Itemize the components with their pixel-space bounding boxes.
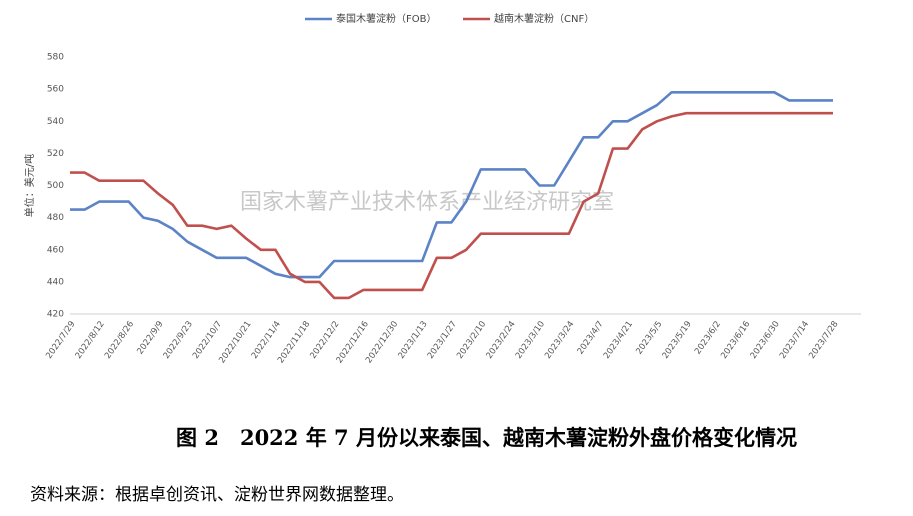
y-tick-label: 540 [47,117,64,127]
y-axis-label: 单位：美元/吨 [23,154,36,217]
source: 资料来源：根据卓创资讯、淀粉世界网数据整理。 [30,485,404,505]
x-tick-label: 2023/3/24 [543,319,576,360]
y-tick-label: 560 [47,85,64,95]
x-tick-label: 2023/7/28 [807,319,840,360]
x-tick-label: 2022/12/2 [308,319,341,360]
x-tick-label: 2023/2/24 [485,319,518,360]
x-tick-label: 2023/2/10 [455,319,488,360]
y-tick-label: 440 [47,277,64,287]
x-tick-label: 2023/4/21 [602,319,635,360]
x-tick-label: 2022/9/23 [162,319,195,360]
legend-label: 越南木薯淀粉（CNF） [494,12,594,25]
x-tick-label: 2022/11/4 [250,319,283,360]
y-tick-label: 500 [47,181,64,191]
x-tick-label: 2023/5/19 [661,319,694,360]
y-tick-label: 460 [47,245,64,255]
y-tick-label: 580 [47,53,64,63]
series-line [70,91,833,279]
y-tick-label: 480 [47,213,64,223]
legend-label: 泰国木薯淀粉（FOB） [336,12,436,25]
y-tick-label: 520 [47,149,64,159]
x-tick-label: 2023/4/7 [576,319,606,356]
x-tick-label: 2023/1/13 [396,319,429,360]
x-tick-label: 2022/7/29 [44,319,77,360]
x-tick-label: 2023/3/10 [514,319,547,360]
x-tick-label: 2022/10/7 [191,319,224,360]
x-tick-label: 2023/6/2 [693,319,723,356]
x-tick-label: 2023/5/5 [634,319,664,356]
watermark: 国家木薯产业技术体系产业经济研究室 [240,190,614,215]
x-tick-label: 2022/8/26 [103,319,136,360]
x-tick-label: 2023/7/14 [778,319,811,360]
x-tick-label: 2022/9/9 [135,319,165,356]
x-tick-label: 2023/6/30 [749,319,782,360]
series-line [70,111,833,300]
x-tick-label: 2022/8/12 [74,319,107,360]
y-tick-label: 420 [47,310,64,320]
x-tick-label: 2023/1/27 [426,319,459,360]
caption: 图 2 2022 年 7 月份以来泰国、越南木薯淀粉外盘价格变化情况 [176,425,797,450]
chart: 国家木薯产业技术体系产业经济研究室 420 440 460 480 500 520 540 56… [23,12,861,365]
x-tick-label: 2023/6/16 [719,319,752,360]
